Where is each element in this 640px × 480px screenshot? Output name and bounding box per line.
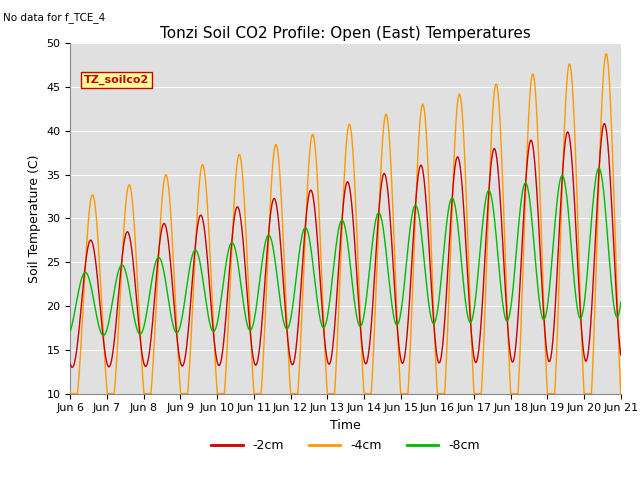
X-axis label: Time: Time xyxy=(330,419,361,432)
Y-axis label: Soil Temperature (C): Soil Temperature (C) xyxy=(28,154,41,283)
Text: TZ_soilco2: TZ_soilco2 xyxy=(84,75,149,85)
Legend: -2cm, -4cm, -8cm: -2cm, -4cm, -8cm xyxy=(207,434,484,457)
Text: No data for f_TCE_4: No data for f_TCE_4 xyxy=(3,12,106,23)
Title: Tonzi Soil CO2 Profile: Open (East) Temperatures: Tonzi Soil CO2 Profile: Open (East) Temp… xyxy=(160,25,531,41)
